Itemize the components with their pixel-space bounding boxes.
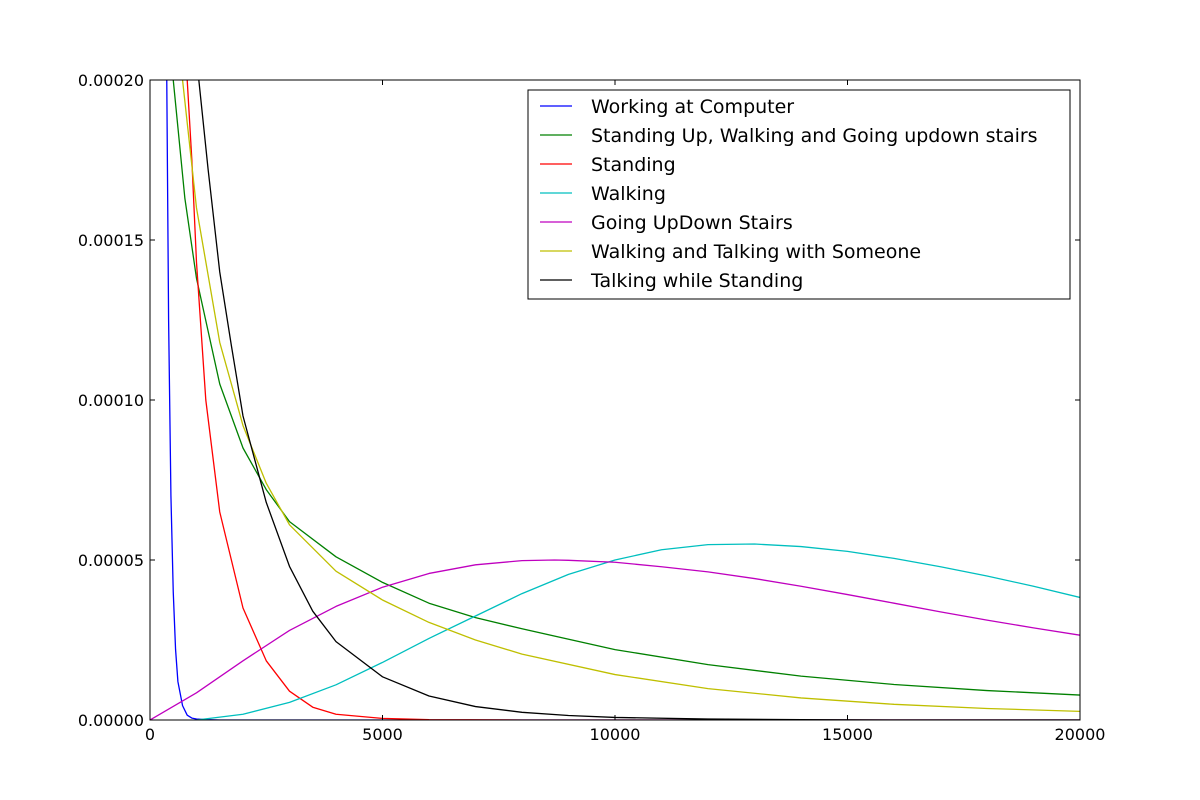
x-tick-label: 15000	[822, 725, 873, 744]
x-tick-label: 0	[145, 725, 155, 744]
series-line-5	[181, 80, 1080, 713]
series-line-0	[166, 80, 1080, 720]
legend-label-4: Going UpDown Stairs	[591, 212, 793, 234]
x-tick-label: 10000	[590, 725, 641, 744]
x-tick-label: 20000	[1055, 725, 1106, 744]
y-tick-label: 0.00020	[78, 71, 144, 90]
series-line-3	[196, 543, 1080, 720]
series-line-6	[198, 80, 1080, 720]
legend-label-0: Working at Computer	[591, 96, 794, 118]
series-line-1	[172, 80, 1080, 696]
legend-label-1: Standing Up, Walking and Going updown st…	[591, 125, 1038, 147]
y-tick-label: 0.00000	[78, 711, 144, 730]
legend-label-6: Talking while Standing	[590, 270, 803, 292]
y-tick-label: 0.00010	[78, 391, 144, 410]
legend: Working at Computer Standing Up, Walking …	[527, 89, 1071, 300]
y-tick-label: 0.00015	[78, 231, 144, 250]
legend-label-3: Walking	[591, 183, 666, 205]
legend-label-2: Standing	[591, 154, 676, 176]
series-line-4	[150, 559, 1080, 720]
legend-box	[527, 89, 1071, 300]
legend-label-5: Walking and Talking with Someone	[591, 241, 921, 263]
y-tick-label: 0.00005	[78, 551, 144, 570]
x-tick-label: 5000	[362, 725, 403, 744]
ticks-layer: 0 5000 10000 15000 20000 0.00000 0.00005 0.0001…	[78, 71, 1106, 744]
